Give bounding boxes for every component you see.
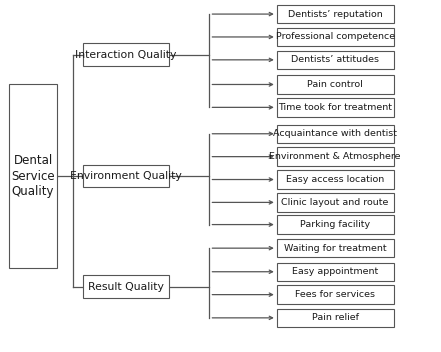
Text: Clinic layout and route: Clinic layout and route — [281, 198, 389, 207]
Text: Professional competence: Professional competence — [276, 32, 395, 42]
FancyBboxPatch shape — [82, 165, 168, 187]
FancyBboxPatch shape — [277, 309, 393, 327]
FancyBboxPatch shape — [277, 75, 393, 94]
FancyBboxPatch shape — [277, 5, 393, 23]
Text: Interaction Quality: Interaction Quality — [75, 50, 176, 59]
Text: Dentists’ reputation: Dentists’ reputation — [288, 10, 382, 19]
FancyBboxPatch shape — [277, 193, 393, 212]
Text: Waiting for treatment: Waiting for treatment — [284, 244, 386, 253]
Text: Result Quality: Result Quality — [88, 282, 164, 292]
Text: Easy appointment: Easy appointment — [292, 267, 378, 276]
FancyBboxPatch shape — [277, 51, 393, 69]
FancyBboxPatch shape — [277, 170, 393, 189]
FancyBboxPatch shape — [9, 84, 57, 268]
FancyBboxPatch shape — [277, 215, 393, 234]
Text: Dental
Service
Quality: Dental Service Quality — [11, 155, 55, 197]
FancyBboxPatch shape — [82, 275, 168, 298]
Text: Environment Quality: Environment Quality — [70, 171, 182, 181]
Text: Easy access location: Easy access location — [286, 175, 384, 184]
FancyBboxPatch shape — [277, 147, 393, 166]
Text: Dentists’ attitudes: Dentists’ attitudes — [291, 55, 379, 64]
FancyBboxPatch shape — [277, 28, 393, 46]
Text: Parking facility: Parking facility — [300, 220, 370, 229]
Text: Fees for services: Fees for services — [295, 290, 375, 299]
Text: Acquaintance with dentist: Acquaintance with dentist — [273, 129, 397, 138]
FancyBboxPatch shape — [277, 285, 393, 304]
Text: Pain control: Pain control — [307, 80, 363, 89]
Text: Pain relief: Pain relief — [312, 313, 359, 322]
FancyBboxPatch shape — [82, 43, 168, 66]
FancyBboxPatch shape — [277, 239, 393, 257]
Text: Time took for treatment: Time took for treatment — [278, 103, 392, 112]
FancyBboxPatch shape — [277, 263, 393, 281]
FancyBboxPatch shape — [277, 125, 393, 143]
Text: Environment & Atmosphere: Environment & Atmosphere — [269, 152, 401, 161]
FancyBboxPatch shape — [277, 98, 393, 117]
